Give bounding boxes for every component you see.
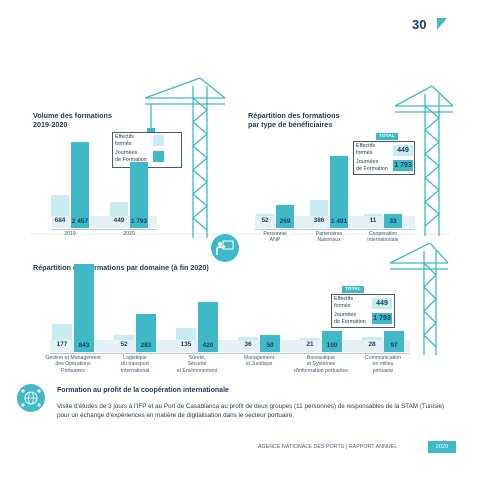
footer-year: 2020 xyxy=(428,441,456,453)
chart3-label-journees: 420 xyxy=(198,340,218,352)
chart1-title: Volume des formations 2019-2020 xyxy=(33,111,112,129)
chart2-label-journees: 1 491 xyxy=(330,216,348,228)
chart3-legend-effectifs: Effectifs formés xyxy=(334,296,354,309)
chart1-bar-journees xyxy=(71,142,89,216)
chart3-label-effectifs: 21 xyxy=(306,341,314,348)
chart2-label-effectifs: 52 xyxy=(261,217,269,224)
chart3-bar-journees xyxy=(322,330,342,340)
chart1-category: 2020 xyxy=(123,231,135,237)
chart3-label-effectifs: 177 xyxy=(56,341,68,348)
chart3-title: Répartition des formations par domaine (… xyxy=(33,263,209,272)
chart3-total-effectifs: 449 xyxy=(372,298,392,309)
chart3-label-journees: 100 xyxy=(322,340,342,352)
chart3-value-strip xyxy=(50,340,410,352)
chart3-label-effectifs: 52 xyxy=(120,341,128,348)
crane-icon xyxy=(145,78,226,238)
chart3-category: Communication en milieu portuaire xyxy=(364,355,402,374)
chart3-bar-journees xyxy=(384,331,404,340)
chart1-bar-journees xyxy=(130,161,148,216)
chart2-title-line1: Répartition des formations xyxy=(248,111,340,120)
cooperation-text: Visite d'études de 3 jours à l'IFP et au… xyxy=(57,403,445,419)
chart2-bar-effectifs xyxy=(364,214,382,216)
chart3-label-journees: 50 xyxy=(260,340,280,352)
chart3-label-effectifs: 135 xyxy=(180,341,192,348)
presenter-icon xyxy=(211,234,239,262)
chart3-category: Gestion et Management des Opérations Por… xyxy=(45,355,101,374)
chart1-label-journees: 2 457 xyxy=(71,216,89,228)
chart1-label-effectifs: 449 xyxy=(113,217,125,224)
chart3-bar-effectifs xyxy=(52,324,72,340)
chart3-bar-journees xyxy=(198,302,218,340)
chart1-bar-effectifs xyxy=(110,202,128,216)
chart2-legend-effectifs: Effectifs formés xyxy=(356,143,376,156)
chart3-total-tag: TOTAL xyxy=(342,286,364,293)
chart1-baseline xyxy=(52,229,157,230)
footer-text: AGENCE NATIONALE DES PORTS | RAPPORT ANN… xyxy=(258,444,398,450)
chart3-bar-journees xyxy=(260,335,280,340)
chart2-label-effectifs: 11 xyxy=(369,217,377,224)
chart3-bar-effectifs xyxy=(238,336,258,340)
chart2-title: Répartition des formations par type de b… xyxy=(248,111,339,129)
chart1-legend-journees: Journées de Formation xyxy=(115,150,147,163)
chart2-bar-effectifs xyxy=(256,213,274,216)
cooperation-title: Formation au profit de la coopération in… xyxy=(57,387,229,394)
chart3-label-effectifs: 36 xyxy=(244,341,252,348)
chart3-category: Sûreté, Sécurité et Environnement xyxy=(176,355,218,374)
chart1-legend-effectifs: Effectifs formés xyxy=(115,134,135,147)
chart2-title-line2: par type de bénéficiaires xyxy=(248,120,333,129)
chart2-bar-journees xyxy=(330,156,348,216)
chart3-label-journees: 97 xyxy=(384,340,404,352)
globe-network-icon xyxy=(17,384,45,412)
chart1-legend-swatch-light xyxy=(153,135,164,146)
chart3-bar-journees xyxy=(136,314,156,340)
chart3-bar-journees xyxy=(74,264,94,340)
chart3-label-journees: 843 xyxy=(74,340,94,352)
chart3-category: Logistique du transport International xyxy=(120,355,150,374)
chart2-total-effectifs: 449 xyxy=(393,145,413,156)
chart2-bar-journees xyxy=(276,205,294,216)
page-number: 30 xyxy=(412,17,427,32)
chart3-category: Management et Juridique xyxy=(243,355,275,368)
chart1-title-line1: Volume des formations xyxy=(33,111,112,120)
chart3-bar-effectifs xyxy=(362,337,382,340)
chart3-label-journees: 283 xyxy=(136,340,156,352)
chart3-total-journees: 1 793 xyxy=(372,313,392,324)
chart3-bar-effectifs xyxy=(300,338,320,340)
chart2-bar-effectifs xyxy=(310,200,328,216)
chart3-bar-effectifs xyxy=(114,335,134,340)
chart1-category: 2019 xyxy=(64,231,76,237)
chart2-legend-journees: Journées de Formation xyxy=(356,159,388,172)
chart1-label-journees: 1 793 xyxy=(130,216,148,228)
chart3-bar-effectifs xyxy=(176,327,196,340)
chart3-label-effectifs: 28 xyxy=(368,341,376,348)
chart2-label-journees: 269 xyxy=(276,216,294,228)
chart2-category: Partenaires Nationaux xyxy=(315,231,343,244)
chart1-bar-effectifs xyxy=(51,195,69,216)
chart1-label-effectifs: 684 xyxy=(54,217,66,224)
chart1-title-line2: 2019-2020 xyxy=(33,120,68,129)
chart2-category: Coopération internationale xyxy=(367,231,399,244)
chart2-total-journees: 1 793 xyxy=(393,160,413,171)
page-corner-triangle xyxy=(437,18,447,30)
chart2-category: Personnel ANP xyxy=(263,231,287,244)
chart2-label-effectifs: 386 xyxy=(313,217,325,224)
chart3-legend-journees: Journées de Formation xyxy=(334,312,366,325)
chart2-bar-journees xyxy=(384,214,402,216)
chart3-baseline xyxy=(50,353,410,354)
chart2-baseline xyxy=(255,229,415,230)
crane-icon xyxy=(395,86,454,236)
chart2-total-tag: TOTAL xyxy=(376,133,398,140)
chart3-category: Bureautique et Systèmes d'information po… xyxy=(293,355,349,374)
chart2-label-journees: 33 xyxy=(384,216,402,228)
crane-icon xyxy=(390,243,449,355)
chart1-legend-swatch-dark xyxy=(153,151,164,162)
